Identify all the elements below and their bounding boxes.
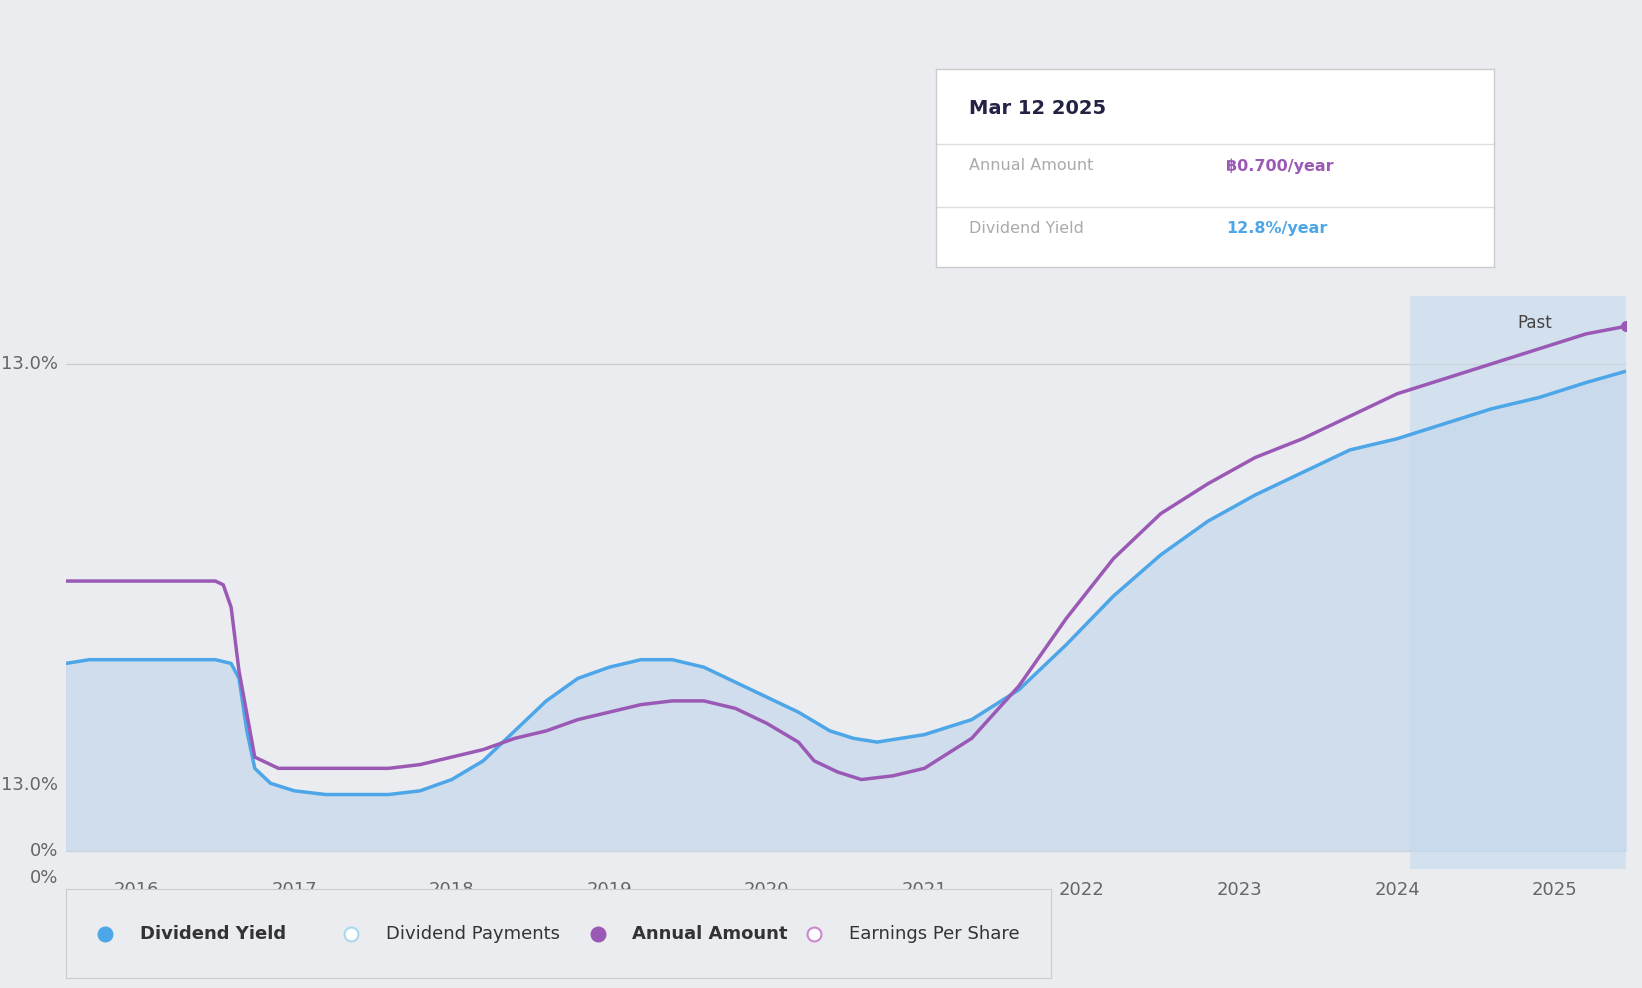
- Text: ฿0.700/year: ฿0.700/year: [1227, 158, 1333, 174]
- Bar: [1410, 296, 1626, 869]
- Text: Past: Past: [1517, 313, 1552, 332]
- Text: Dividend Yield: Dividend Yield: [969, 221, 1084, 236]
- Text: Mar 12 2025: Mar 12 2025: [969, 99, 1107, 118]
- Text: Earnings Per Share: Earnings Per Share: [849, 925, 1020, 943]
- Text: 13.0%: 13.0%: [2, 776, 57, 793]
- Text: 12.8%/year: 12.8%/year: [1227, 221, 1328, 236]
- Text: 0%: 0%: [30, 842, 57, 860]
- Text: 13.0%: 13.0%: [2, 355, 57, 372]
- Text: Dividend Yield: Dividend Yield: [140, 925, 286, 943]
- Text: Annual Amount: Annual Amount: [969, 158, 1094, 173]
- Text: Dividend Payments: Dividend Payments: [386, 925, 560, 943]
- Text: Annual Amount: Annual Amount: [632, 925, 788, 943]
- Text: 0%: 0%: [30, 869, 57, 887]
